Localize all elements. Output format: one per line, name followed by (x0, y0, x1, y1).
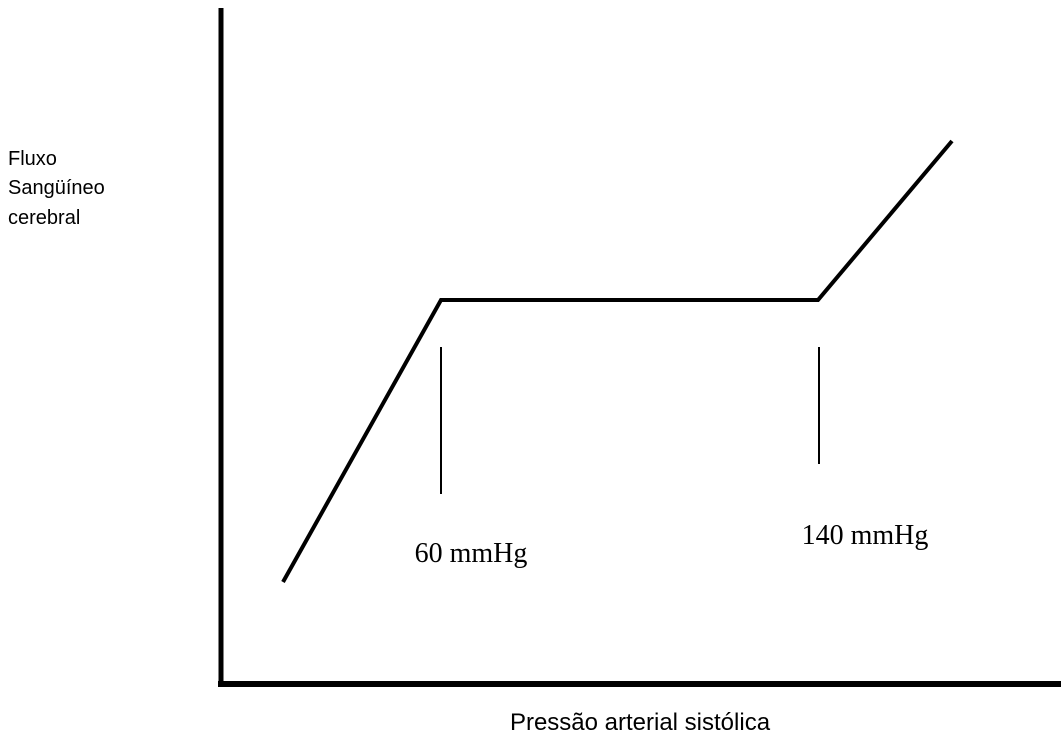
x-axis-label: Pressão arterial sistólica (510, 709, 771, 736)
y-axis-label: cerebral (8, 207, 80, 229)
y-axis-label: Fluxo (8, 148, 57, 170)
flow-curve (281, 139, 954, 583)
marker-label: 140 mmHg (802, 520, 929, 551)
marker-label: 60 mmHg (415, 538, 528, 569)
y-axis-label: Sangüíneo (8, 177, 105, 199)
